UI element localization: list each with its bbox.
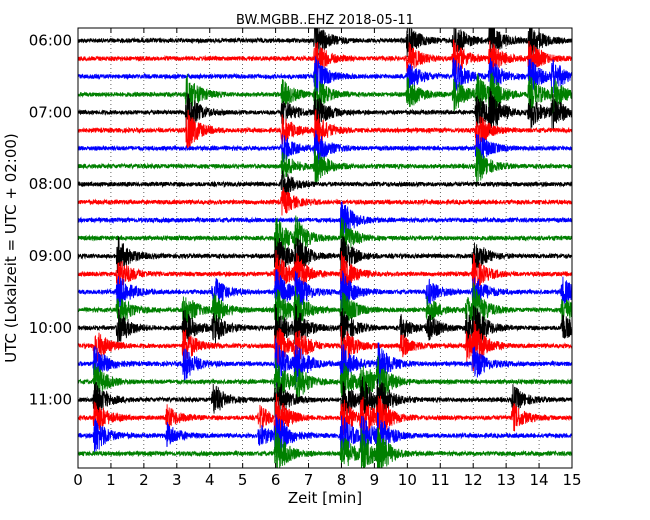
y-tick-labels: 06:00 07:00 08:00 09:00 10:00 11:00 (29, 32, 72, 409)
y-tick-label: 10:00 (29, 319, 72, 337)
trace-line (78, 393, 572, 440)
trace-line (78, 146, 572, 187)
x-tick-label: 4 (205, 471, 215, 489)
x-tick-labels: 0 1 2 3 4 5 6 7 8 9 10 11 12 13 14 15 (73, 471, 581, 489)
x-tick-label: 13 (497, 471, 516, 489)
x-axis-label: Zeit [min] (288, 489, 362, 507)
x-tick-label: 2 (139, 471, 149, 489)
trace-line (78, 338, 572, 388)
trace-line (78, 320, 572, 372)
chart-title: BW.MGBB..EHZ 2018-05-11 (236, 13, 414, 28)
y-tick-label: 07:00 (29, 103, 72, 121)
y-tick-label: 09:00 (29, 247, 72, 265)
x-tick-label: 6 (271, 471, 281, 489)
trace-line (78, 412, 572, 462)
x-tick-label: 0 (73, 471, 83, 489)
trace-line (78, 201, 572, 241)
trace-line (78, 130, 572, 169)
trace-line (78, 250, 572, 296)
trace-line (78, 427, 572, 468)
x-tick-label: 9 (370, 471, 380, 489)
x-tick-label: 8 (337, 471, 347, 489)
y-tick-label: 06:00 (29, 32, 72, 50)
y-tick-label: 08:00 (29, 175, 72, 193)
trace-line (78, 303, 572, 355)
x-tick-label: 11 (431, 471, 450, 489)
y-axis-label: UTC (Lokalzeit = UTC + 02:00) (2, 133, 20, 363)
x-tick-label: 14 (530, 471, 549, 489)
trace-line (78, 235, 572, 280)
x-tick-label: 5 (238, 471, 248, 489)
x-tick-label: 12 (464, 471, 483, 489)
x-tick-label: 7 (304, 471, 314, 489)
trace-line (78, 355, 572, 405)
x-tick-label: 10 (398, 471, 417, 489)
x-tick-label: 15 (562, 471, 581, 489)
axis-ticks (77, 28, 573, 468)
trace-line (78, 170, 572, 199)
trace-line (78, 269, 572, 313)
trace-line (78, 39, 572, 78)
x-tick-label: 3 (172, 471, 182, 489)
x-tick-label: 1 (106, 471, 116, 489)
y-tick-label: 11:00 (29, 391, 72, 409)
trace-line (78, 282, 572, 333)
trace-line (78, 187, 572, 216)
trace-line (78, 56, 572, 97)
trace-line (78, 215, 572, 259)
trace-lines (78, 28, 572, 468)
trace-line (78, 88, 572, 134)
trace-line (78, 109, 572, 150)
plot-frame (77, 27, 573, 469)
trace-line (78, 376, 572, 424)
